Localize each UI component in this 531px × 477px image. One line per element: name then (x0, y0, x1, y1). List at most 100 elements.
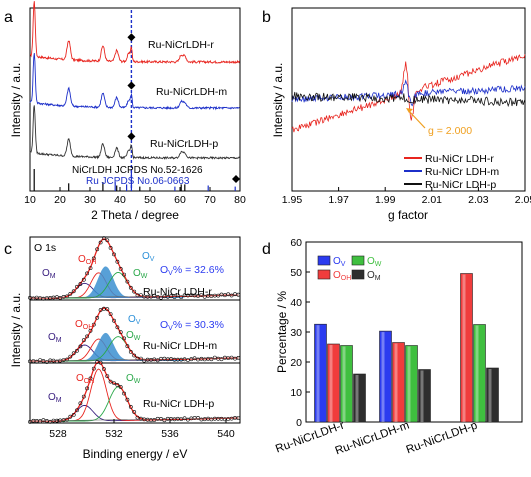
panel-c-data-point (78, 344, 83, 349)
panel-d-legend-label: OM (367, 270, 381, 282)
panel-d-bar-highlight (488, 369, 492, 422)
panel-c-data-point (65, 357, 69, 362)
panel-d-bar-rect (473, 324, 486, 423)
panel-b-y-axis-label: Intensity / a.u. (271, 63, 285, 138)
panel-d-bar-rect (486, 367, 499, 423)
panel-c-data-point (229, 355, 234, 360)
panel-c-data-point (85, 271, 90, 276)
panel-a-curves (29, 1, 240, 161)
panel-b-x-tick-label: 1.99 (375, 194, 396, 206)
panel-d-bar-rect (418, 369, 431, 423)
panel-d-bar-highlight (355, 375, 359, 422)
panel-c-data-point (138, 356, 143, 361)
panel-d-bar-highlight (462, 274, 466, 422)
panel-c-y-axis-label: Intensity / a.u. (9, 293, 23, 368)
panel-c-data-point (41, 418, 46, 423)
panel-letter-d: d (262, 241, 271, 258)
panel-c-data-point (122, 391, 127, 396)
panel-d-bar-rect (379, 330, 392, 423)
panel-c-data-point (88, 266, 93, 271)
panel-c-spectrum-label-3: Ru-NiCr LDH-p (143, 398, 214, 410)
panel-b-series-line (291, 91, 526, 108)
panel-a-series-label-p: Ru-NiCrLDH-p (150, 138, 218, 150)
panel-c-frame (29, 236, 241, 424)
panel-c-data-point (95, 247, 100, 252)
panel-c-data-point (71, 289, 76, 294)
panel-d-bar (486, 367, 499, 423)
panel-a-series-label-r: Ru-NiCrLDH-r (148, 39, 214, 51)
panel-c-data-point (81, 277, 86, 282)
panel-c-component-label: OW (133, 268, 148, 280)
panel-c-component-label: OM (48, 332, 62, 344)
panel-d-x-labels: Ru-NiCrLDH-rRu-NiCrLDH-mRu-NiCrLDH-p (274, 419, 479, 457)
panel-c-data-point (212, 355, 217, 360)
panel-c-data-point (105, 374, 110, 379)
panel-c-data-point (115, 325, 120, 330)
panel-d-bar-highlight (329, 345, 333, 422)
panel-b-legend-label-r: Ru-NiCr LDH-r (425, 153, 494, 165)
panel-d-y-tick-label: 0 (296, 417, 302, 429)
panel-c-component-label: OM (48, 392, 62, 404)
panel-c-data-point (91, 366, 96, 371)
panel-c-data-point (219, 357, 224, 362)
panel-c-data-point (108, 245, 113, 250)
panel-d-bar (327, 343, 340, 423)
panel-c-data-point (55, 359, 59, 364)
panel-c-data-point (182, 416, 187, 421)
panel-c-data-point (219, 292, 224, 297)
panel-a-x-tick-label: 70 (204, 194, 216, 206)
panel-c-data-point (98, 308, 103, 312)
panel-c-data-point (162, 418, 167, 423)
panel-c-data-point (152, 418, 157, 422)
panel-a-x-tick-label: 30 (84, 194, 96, 206)
panel-c-data-point (65, 294, 69, 299)
panel-c-data-point (71, 351, 76, 356)
panel-c-data-point (229, 416, 234, 421)
panel-a-series-label-m: Ru-NiCrLDH-m (156, 86, 227, 98)
panel-d-y-tick-label: 10 (290, 387, 302, 399)
panel-a-y-axis-label: Intensity / a.u. (9, 63, 23, 138)
panel-d-category-label: Ru-NiCrLDH-m (334, 420, 411, 458)
panel-b-series-line (291, 79, 526, 107)
panel-d-bar (353, 373, 366, 423)
panel-c-component-label: OV (128, 314, 141, 326)
panel-b-x-tick-label: 2.01 (422, 194, 443, 206)
panel-c-data-point (105, 238, 110, 243)
panel-d-y-tick-label: 20 (290, 357, 302, 369)
panel-c-data-point (88, 376, 93, 381)
panel-a-x-tick-label: 10 (24, 194, 36, 206)
panel-c-data-point (125, 279, 130, 284)
panel-a-x-axis-label: 2 Theta / degree (91, 208, 179, 222)
panel-d-bar-highlight (316, 325, 320, 422)
panel-c-data-point (152, 293, 157, 298)
panel-c-data-point (155, 358, 160, 363)
panel-c-component-label: OOH (76, 373, 94, 385)
panel-c-data-point (75, 348, 79, 353)
panel-a-x-tick-label: 40 (114, 194, 126, 206)
panel-letter-c: c (4, 241, 12, 258)
panel-c-data-point (38, 358, 43, 363)
panel-b-x-tick-label: 1.95 (282, 194, 303, 206)
panel-d-bar-highlight (342, 346, 346, 422)
panel-b-x-tick-label: 1.97 (328, 194, 349, 206)
panel-c-data-point (38, 419, 43, 424)
panel-a-x-tick-label: 60 (174, 194, 186, 206)
panel-d-y-ticks: 0 10 20 30 40 50 60 (290, 237, 310, 429)
panel-c-x-tick-label: 532 (105, 428, 123, 440)
panel-c-spectrum-label-2: Ru-NiCr LDH-m (143, 340, 217, 352)
panel-c-ov-text-1: OV% = 32.6% (160, 264, 224, 277)
panel-c-data-point (226, 292, 231, 297)
panel-c-x-tick-label: 528 (49, 428, 67, 440)
panel-c-data-point (132, 289, 137, 294)
panel-c-data-point (91, 256, 96, 261)
panel-c-data-point (196, 415, 200, 420)
panel-c-data-point (128, 404, 133, 409)
panel-c-data-point (179, 295, 184, 300)
panel-c-component-label: OW (126, 373, 141, 385)
panel-c-data-point (78, 282, 83, 286)
panel-b-x-tick-label: 2.03 (468, 194, 489, 206)
panel-c-data-point (196, 294, 200, 298)
panel-d-bar (460, 273, 473, 423)
panel-c-data-point (81, 394, 86, 399)
